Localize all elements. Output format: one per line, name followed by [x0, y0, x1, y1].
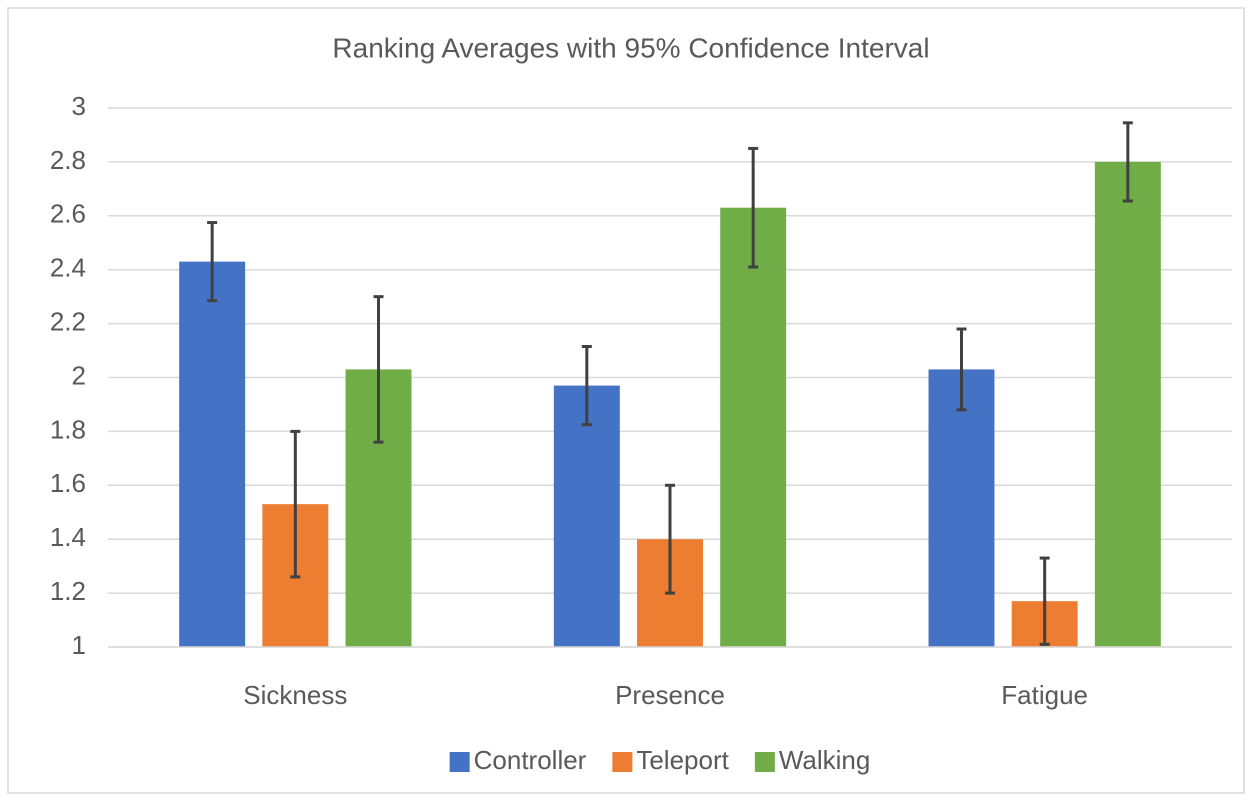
y-tick-label: 1.6: [50, 468, 86, 498]
x-tick-label: Fatigue: [1001, 680, 1088, 710]
chart-title: Ranking Averages with 95% Confidence Int…: [332, 32, 929, 63]
legend-label: Controller: [474, 745, 587, 775]
error-bar: [748, 146, 759, 269]
x-tick-label: Presence: [615, 680, 725, 710]
error-bar: [1039, 556, 1050, 646]
error-bar: [581, 345, 592, 427]
y-tick-label: 3: [72, 91, 86, 121]
y-tick-label: 2.8: [50, 145, 86, 175]
y-tick-label: 1: [72, 630, 86, 660]
y-tick-label: 2.2: [50, 306, 86, 336]
legend-label: Teleport: [636, 745, 729, 775]
error-bar: [373, 295, 384, 444]
error-bar: [1122, 121, 1133, 203]
error-bar: [207, 221, 218, 303]
x-tick-label: Sickness: [243, 680, 347, 710]
y-tick-label: 1.4: [50, 522, 86, 552]
bar: [1094, 161, 1161, 647]
error-bar: [290, 429, 301, 579]
y-tick-label: 1.2: [50, 576, 86, 606]
error-bar: [956, 327, 967, 412]
y-tick-label: 2: [72, 360, 86, 390]
bar: [720, 207, 787, 647]
bar: [179, 261, 246, 647]
bar: [928, 369, 995, 647]
legend-label: Walking: [779, 745, 871, 775]
legend-swatch: [612, 752, 633, 772]
legend-swatch: [754, 752, 775, 772]
error-bar: [665, 483, 675, 595]
legend-swatch: [449, 752, 470, 772]
bar: [553, 385, 620, 647]
y-tick-label: 1.8: [50, 414, 86, 444]
y-tick-label: 2.4: [50, 253, 86, 283]
y-tick-label: 2.6: [50, 199, 86, 229]
